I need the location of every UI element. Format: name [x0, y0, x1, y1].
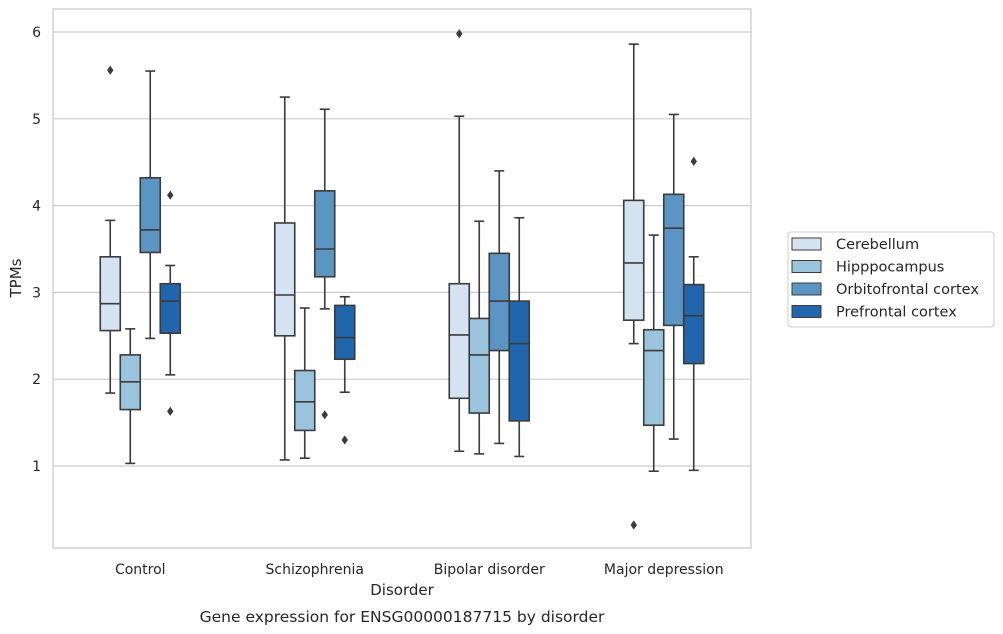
box-2-1: [468, 220, 491, 455]
box-3-0: [622, 43, 645, 530]
x-tick-label: Bipolar disorder: [434, 562, 545, 578]
box-iqr: [448, 282, 471, 400]
box-iqr: [313, 190, 336, 278]
box-iqr: [273, 222, 296, 337]
y-tick-label: 6: [32, 25, 41, 41]
chart-caption: Gene expression for ENSG00000187715 by d…: [200, 608, 605, 626]
legend-item: Cerebellum: [791, 237, 919, 253]
y-tick-label: 4: [32, 199, 41, 215]
y-axis-label: TPMs: [7, 258, 25, 298]
box-3-2: [662, 113, 685, 440]
outlier-point: [107, 65, 114, 75]
box-iqr: [488, 252, 511, 352]
y-tick-label: 1: [32, 459, 41, 475]
box-0-0: [99, 65, 122, 394]
legend-item: Orbitofrontal cortex: [791, 282, 979, 298]
box-0-1: [119, 328, 142, 465]
outlier-point: [167, 406, 174, 416]
x-tick-label: Schizophrenia: [266, 562, 364, 578]
box-3-3: [682, 156, 705, 472]
box-iqr: [622, 199, 645, 321]
box-1-1: [293, 307, 316, 459]
legend-label: Prefrontal cortex: [836, 305, 957, 321]
box-plot-series: [99, 29, 705, 530]
box-iqr: [139, 177, 162, 254]
legend-items: Cerebellum Hipppocampus Orbitofrontal cort…: [791, 237, 979, 321]
y-tick-label: 3: [32, 285, 41, 301]
outlier-point: [321, 410, 328, 420]
box-iqr: [662, 193, 685, 327]
legend-item: Prefrontal cortex: [791, 305, 957, 321]
box-1-2: [313, 108, 336, 420]
outlier-point: [690, 156, 697, 166]
legend-swatch: [791, 305, 822, 318]
legend-frame: [787, 231, 995, 328]
outlier-point: [167, 190, 174, 200]
box-iqr: [508, 300, 531, 422]
legend-item: Hipppocampus: [791, 260, 944, 276]
legend-swatch: [791, 282, 822, 296]
box-2-3: [508, 216, 531, 458]
outlier-point: [456, 29, 463, 39]
legend-label: Hipppocampus: [836, 260, 944, 276]
legend-swatch: [791, 260, 822, 273]
outlier-point: [341, 435, 348, 445]
box-1-0: [273, 96, 296, 461]
box-iqr: [293, 369, 316, 432]
box-2-2: [488, 170, 511, 445]
box-iqr: [468, 317, 491, 414]
box-iqr: [159, 282, 182, 334]
legend-label: Cerebellum: [836, 237, 919, 253]
box-3-1: [642, 234, 665, 473]
plot-area-frame: [52, 8, 752, 549]
y-axis-ticks: 1 2 3 4 5 6: [32, 25, 41, 475]
box-0-3: [159, 190, 182, 416]
box-1-3: [333, 295, 356, 445]
y-tick-label: 5: [32, 112, 41, 128]
box-iqr: [642, 328, 665, 427]
box-0-2: [139, 70, 162, 340]
y-tick-label: 2: [32, 372, 41, 388]
box-iqr: [333, 304, 356, 361]
x-tick-label: Control: [115, 562, 166, 578]
outlier-point: [630, 520, 637, 530]
legend-label: Orbitofrontal cortex: [836, 282, 979, 298]
box-iqr: [99, 256, 122, 332]
box-2-0: [448, 29, 471, 453]
x-tick-label: Major depression: [604, 562, 724, 578]
x-axis-ticks: Control Schizophrenia Bipolar disorder Majo…: [115, 562, 724, 578]
legend-swatch: [791, 237, 822, 251]
x-axis-label: Disorder: [370, 581, 434, 599]
legend: Cerebellum Hipppocampus Orbitofrontal cort…: [787, 231, 995, 328]
box-iqr: [682, 283, 705, 365]
